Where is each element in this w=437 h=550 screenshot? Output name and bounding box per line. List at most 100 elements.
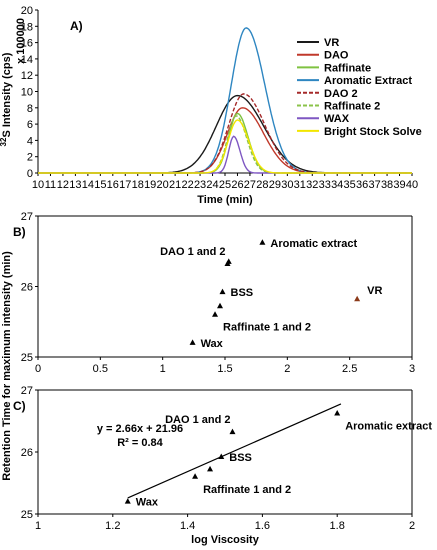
data-point-label: DAO 1 and 2 [160,246,225,258]
legend-label: VR [324,37,339,49]
panel-a-x-tick-label: 35 [344,179,356,191]
data-point-marker [259,239,266,245]
panel-a-x-tick-label: 27 [244,179,256,191]
panel-a-x-tick-label: 10 [32,179,44,191]
x-tick-label: 0.5 [93,363,108,375]
data-point-label: Raffinate 1 and 2 [223,322,311,334]
x-tick-label: 3 [409,363,415,375]
data-point-marker [219,288,226,295]
panel-a-x-tick-label: 13 [69,179,81,191]
data-point-label: BSS [229,452,252,464]
shared-y-axis-label: Retention Time for maximum intensity (mi… [1,251,13,481]
panel-a-scale-note: x 100000 [15,18,27,64]
x-tick-label: 1 [160,363,166,375]
panel-a-x-tick-label: 20 [157,179,169,191]
panel-a-label: A) [70,19,83,33]
panel-a-x-tick-label: 33 [319,179,331,191]
legend-label: Raffinate 2 [324,101,380,113]
panel-a-y-axis-label: 32S Intensity (cps) [0,52,13,146]
x-tick-label: 1.6 [255,520,270,532]
trendline [127,403,342,499]
legend-label: WAX [324,113,350,125]
panel-a-x-tick-label: 25 [219,179,231,191]
legend-label: Bright Stock Solve [324,126,422,138]
y-tick-label: 25 [21,352,33,364]
panel-a-x-tick-label: 38 [381,179,393,191]
panel-a-x-tick-label: 36 [356,179,368,191]
regression-equation: y = 2.66x + 21.96 [97,423,183,435]
panel-a-y-tick-label: 6 [27,119,33,131]
panel-a-x-tick-label: 30 [281,179,293,191]
data-point-marker [192,473,199,479]
x-tick-label: 1.8 [330,520,345,532]
y-tick-label: 26 [21,447,33,459]
panel-a-x-tick-label: 29 [269,179,281,191]
y-tick-label: 25 [21,509,33,521]
panel-a-x-tick-label: 16 [107,179,119,191]
panel-a-x-tick-label: 15 [94,179,106,191]
panel-a-x-tick-label: 11 [45,179,56,191]
panel-a-x-tick-label: 19 [144,179,156,191]
data-point-label: Wax [201,338,224,350]
panel-a-y-tick-label: 10 [21,87,33,99]
legend-label: Raffinate [324,62,371,74]
panel-a-x-tick-label: 39 [393,179,405,191]
panel-a-x-tick-label: 34 [331,179,343,191]
data-point-label: DAO 1 and 2 [165,414,230,426]
panel-a-x-tick-label: 18 [132,179,144,191]
panel-a-y-axis-label-main: S Intensity (cps) [1,52,13,137]
legend-label: DAO 2 [324,88,358,100]
x-tick-label: 2 [409,520,415,532]
panel-a-x-tick-label: 32 [306,179,318,191]
regression-r-squared: R² = 0.84 [117,437,163,449]
data-point-marker [207,465,214,472]
panel-a-y-tick-label: 16 [21,38,33,50]
data-point-marker [229,428,236,435]
panel-a-x-tick-label: 12 [57,179,69,191]
panel-a-y-axis-label-sup: 32 [0,137,8,146]
panel-c-regression: 25 26 27 1 1.2 1.4 1.6 1.8 2 C) Aromatic extract DA… [13,385,432,546]
panel-label: C) [13,399,26,413]
data-point-marker [189,339,196,345]
data-point-label: Raffinate 1 and 2 [203,484,291,496]
panel-a-x-tick-label: 31 [294,179,306,191]
data-point-marker [217,302,224,309]
x-tick-label: 1.5 [217,363,232,375]
panel-a-y-tick-label: 14 [21,54,33,66]
panel-a-y-tick-label: 20 [21,5,33,17]
panel-c-x-axis-label: log Viscosity [191,534,260,546]
panel-a-x-tick-label: 26 [231,179,243,191]
panel-a-x-tick-label: 24 [206,179,218,191]
legend-label: Aromatic Extract [324,75,412,87]
y-tick-label: 27 [21,385,33,397]
data-point-marker [124,498,131,504]
legend-label: DAO [324,50,349,62]
data-point-marker [334,410,341,416]
panel-b-scatter: 25 26 27 0 0.5 1 1.5 2 2.5 3 B) Aromatic extract DAO… [13,211,415,375]
data-point-marker [218,453,225,459]
panel-label: B) [13,225,26,239]
x-tick-label: 1 [35,520,41,532]
panel-a-y-tick-label: 18 [21,21,33,33]
x-tick-label: 1.2 [105,520,120,532]
x-tick-label: 0 [35,363,41,375]
panel-a-x-tick-label: 40 [406,179,418,191]
x-tick-label: 1.4 [180,520,195,532]
panel-a-x-tick-label: 37 [368,179,380,191]
panel-a-y-tick-label: 0 [27,168,33,180]
panel-a-y-tick-label: 2 [27,152,33,164]
panel-a-y-tick-label: 8 [27,103,33,115]
data-point-label: Wax [136,497,159,509]
panel-a-x-axis-label: Time (min) [197,194,253,206]
x-tick-label: 2 [284,363,290,375]
x-tick-label: 2.5 [342,363,357,375]
data-point-label: Aromatic extract [270,238,357,250]
y-tick-label: 26 [21,282,33,294]
panel-a-x-tick-label: 22 [181,179,193,191]
y-tick-label: 27 [21,211,33,223]
panel-a-x-tick-label: 28 [256,179,268,191]
series-line-bright-stock-solve [38,119,412,174]
data-point-label: Aromatic extract [345,421,432,433]
